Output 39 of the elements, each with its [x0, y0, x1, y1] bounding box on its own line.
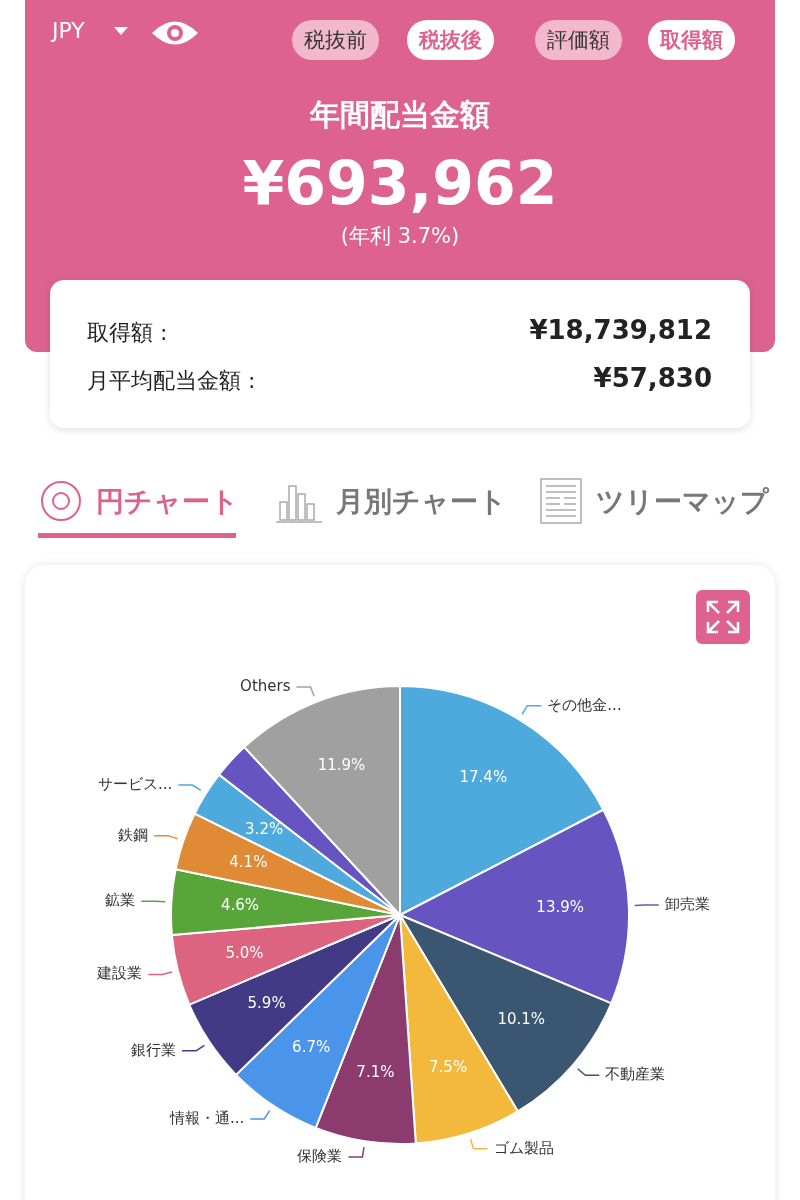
slice-label: 鉄鋼: [118, 825, 149, 844]
data-label: 7.1%: [356, 1063, 395, 1082]
data-label: 11.9%: [317, 755, 366, 774]
data-label: 4.1%: [229, 852, 268, 871]
data-label: 5.0%: [225, 943, 264, 962]
data-label: 4.6%: [220, 895, 260, 914]
text: 月平均配当金額 :: [87, 367, 256, 395]
text: 税抜後: [407, 20, 494, 60]
slice-label: 建設業: [96, 964, 143, 983]
slice-label: 銀行業: [131, 1040, 177, 1059]
text: (年利 3.7%): [339, 223, 461, 250]
text: 評価額: [535, 20, 622, 60]
data-label: 10.1%: [497, 1009, 546, 1028]
text: 取得額 :: [87, 319, 168, 347]
text: ¥57,830: [593, 363, 712, 393]
slice-label: サービス...: [98, 774, 173, 793]
text: 円チャート: [96, 484, 239, 520]
slice-label: 情報・通...: [168, 1108, 245, 1127]
data-label: 7.5%: [429, 1057, 468, 1076]
text: ¥693,962: [241, 148, 559, 218]
slice-label: 鉱業: [105, 891, 136, 910]
text: 月別チャート: [336, 484, 507, 520]
slice-label: 保険業: [297, 1146, 343, 1165]
slice-label: その他金...: [547, 695, 622, 714]
data-label: 3.2%: [245, 819, 284, 838]
slice-label: 不動産業: [605, 1065, 666, 1084]
text: JPY: [52, 18, 85, 43]
text: ツリーマップ: [596, 484, 769, 520]
slice-label: Others: [240, 676, 291, 695]
data-label: 6.7%: [292, 1038, 331, 1057]
slice-label: 卸売業: [664, 894, 710, 913]
data-label: 13.9%: [536, 898, 584, 917]
data-label: 17.4%: [459, 767, 508, 786]
text: 取得額: [648, 20, 735, 60]
text: ¥18,739,812: [529, 315, 712, 345]
data-label: 5.9%: [247, 993, 286, 1012]
chart-title: 年間配当金額: [308, 96, 491, 134]
slice-label: ゴム製品: [493, 1138, 554, 1157]
text: 税抜前: [292, 20, 379, 60]
